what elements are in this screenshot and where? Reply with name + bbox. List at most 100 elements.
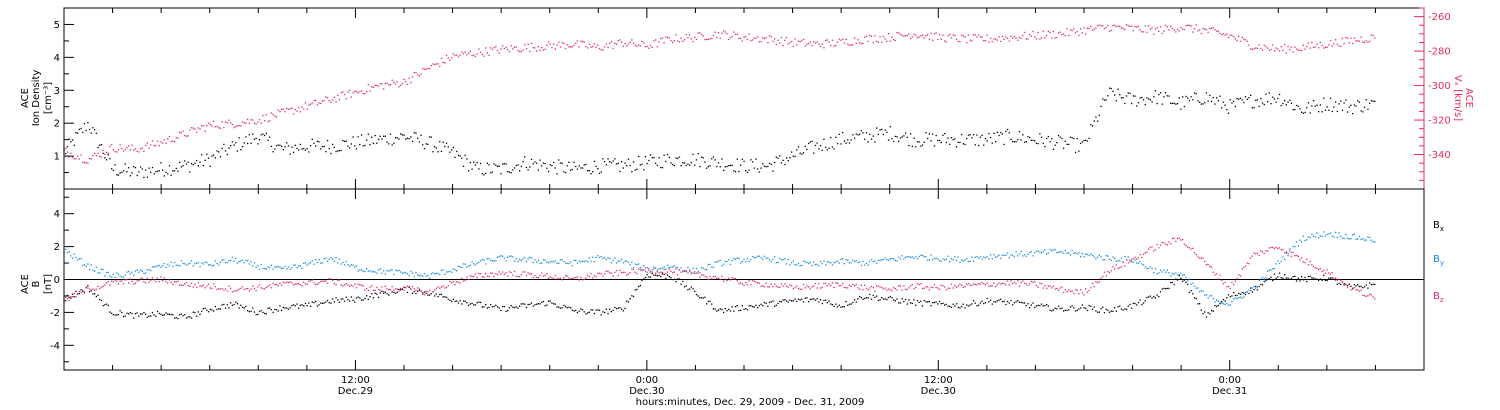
vx-point xyxy=(349,89,351,91)
by-point xyxy=(612,259,614,261)
by-point xyxy=(65,248,67,250)
by-point xyxy=(814,263,817,266)
vx-point xyxy=(335,101,337,103)
by-point xyxy=(481,258,483,260)
vx-point xyxy=(386,82,388,84)
bx-point xyxy=(876,295,878,297)
bz-point xyxy=(802,283,805,286)
vx-point xyxy=(466,54,468,56)
by-point xyxy=(223,258,225,261)
vx-point xyxy=(80,154,82,156)
bz-point xyxy=(75,296,77,298)
ion-density-point xyxy=(930,140,932,142)
vx-point xyxy=(1268,49,1270,51)
vx-point xyxy=(228,119,230,121)
by-point xyxy=(697,270,699,272)
bx-point xyxy=(1362,287,1364,289)
bx-point xyxy=(1343,283,1345,285)
vx-point xyxy=(1294,46,1296,48)
bz-point xyxy=(134,282,137,284)
ion-density-point xyxy=(1180,108,1182,110)
ion-density-point xyxy=(99,144,101,146)
bz-point xyxy=(670,270,672,272)
bz-point xyxy=(1312,265,1315,268)
bx-point xyxy=(1098,311,1100,313)
vx-point xyxy=(1219,32,1221,34)
bx-point xyxy=(1017,300,1019,302)
by-point xyxy=(206,262,208,264)
ion-density-point xyxy=(219,156,222,158)
bx-point xyxy=(913,299,915,301)
bx-point xyxy=(1163,287,1165,290)
vx-point xyxy=(400,84,402,86)
bx-point xyxy=(1085,307,1087,310)
vx-point xyxy=(1078,34,1080,37)
by-point xyxy=(767,257,769,259)
vx-point xyxy=(92,154,94,157)
bx-point xyxy=(1034,306,1036,309)
ion-density-point xyxy=(303,147,305,150)
by-point xyxy=(721,265,723,267)
bz-point xyxy=(1318,268,1320,271)
by-point xyxy=(726,260,728,263)
by-point xyxy=(1256,286,1259,288)
bz-point xyxy=(825,282,827,284)
ion-density-point xyxy=(1343,102,1345,104)
by-point xyxy=(1093,256,1095,258)
bx-point xyxy=(129,311,131,314)
bz-point xyxy=(173,281,176,283)
by-point xyxy=(78,258,80,260)
bx-point xyxy=(874,296,876,299)
bx-point xyxy=(483,306,485,308)
vx-point xyxy=(68,156,70,158)
bx-point xyxy=(1367,287,1369,289)
bz-point xyxy=(377,288,380,291)
bz-point xyxy=(1222,283,1225,285)
ion-density-point xyxy=(1200,103,1202,105)
vx-point xyxy=(155,145,157,147)
vx-point xyxy=(576,40,579,42)
by-point xyxy=(712,266,715,269)
ion-density-point xyxy=(978,144,980,147)
by-point xyxy=(423,273,426,275)
by-point xyxy=(915,256,917,258)
bz-point xyxy=(224,288,227,290)
vx-point xyxy=(639,45,641,47)
vx-point xyxy=(286,107,288,110)
bz-point xyxy=(745,281,747,284)
bz-point xyxy=(772,285,774,288)
vx-point xyxy=(1224,34,1226,36)
bz-point xyxy=(1301,257,1303,259)
bx-point xyxy=(670,277,672,279)
vx-point xyxy=(124,148,126,150)
vx-point xyxy=(842,38,844,41)
bz-point xyxy=(1171,238,1174,240)
by-point xyxy=(665,268,667,270)
ion-density-point xyxy=(811,140,813,142)
ion-density-point xyxy=(396,137,398,139)
vx-point xyxy=(100,156,103,158)
bz-point xyxy=(77,293,79,296)
ion-density-point xyxy=(1270,103,1272,105)
vx-point xyxy=(425,68,427,70)
ion-density-point xyxy=(648,159,650,162)
bx-point xyxy=(864,297,866,300)
bz-point xyxy=(85,287,87,289)
ion-density-point xyxy=(1324,109,1327,111)
bx-point xyxy=(287,308,290,310)
bx-point xyxy=(194,311,196,314)
vx-point xyxy=(668,37,670,39)
by-point xyxy=(1074,252,1077,254)
by-point xyxy=(938,260,941,262)
ion-density-point xyxy=(260,134,262,136)
vx-point xyxy=(279,110,281,113)
vx-point xyxy=(292,113,295,115)
vx-point xyxy=(136,150,138,152)
bz-point xyxy=(767,285,769,288)
bx-point xyxy=(440,293,443,295)
top-left-ylabel: ACE Ion Density [cm⁻³] xyxy=(20,70,54,127)
by-point xyxy=(901,255,903,257)
vx-point xyxy=(881,41,883,43)
by-point xyxy=(1136,262,1138,264)
ion-density-point xyxy=(1229,99,1231,101)
